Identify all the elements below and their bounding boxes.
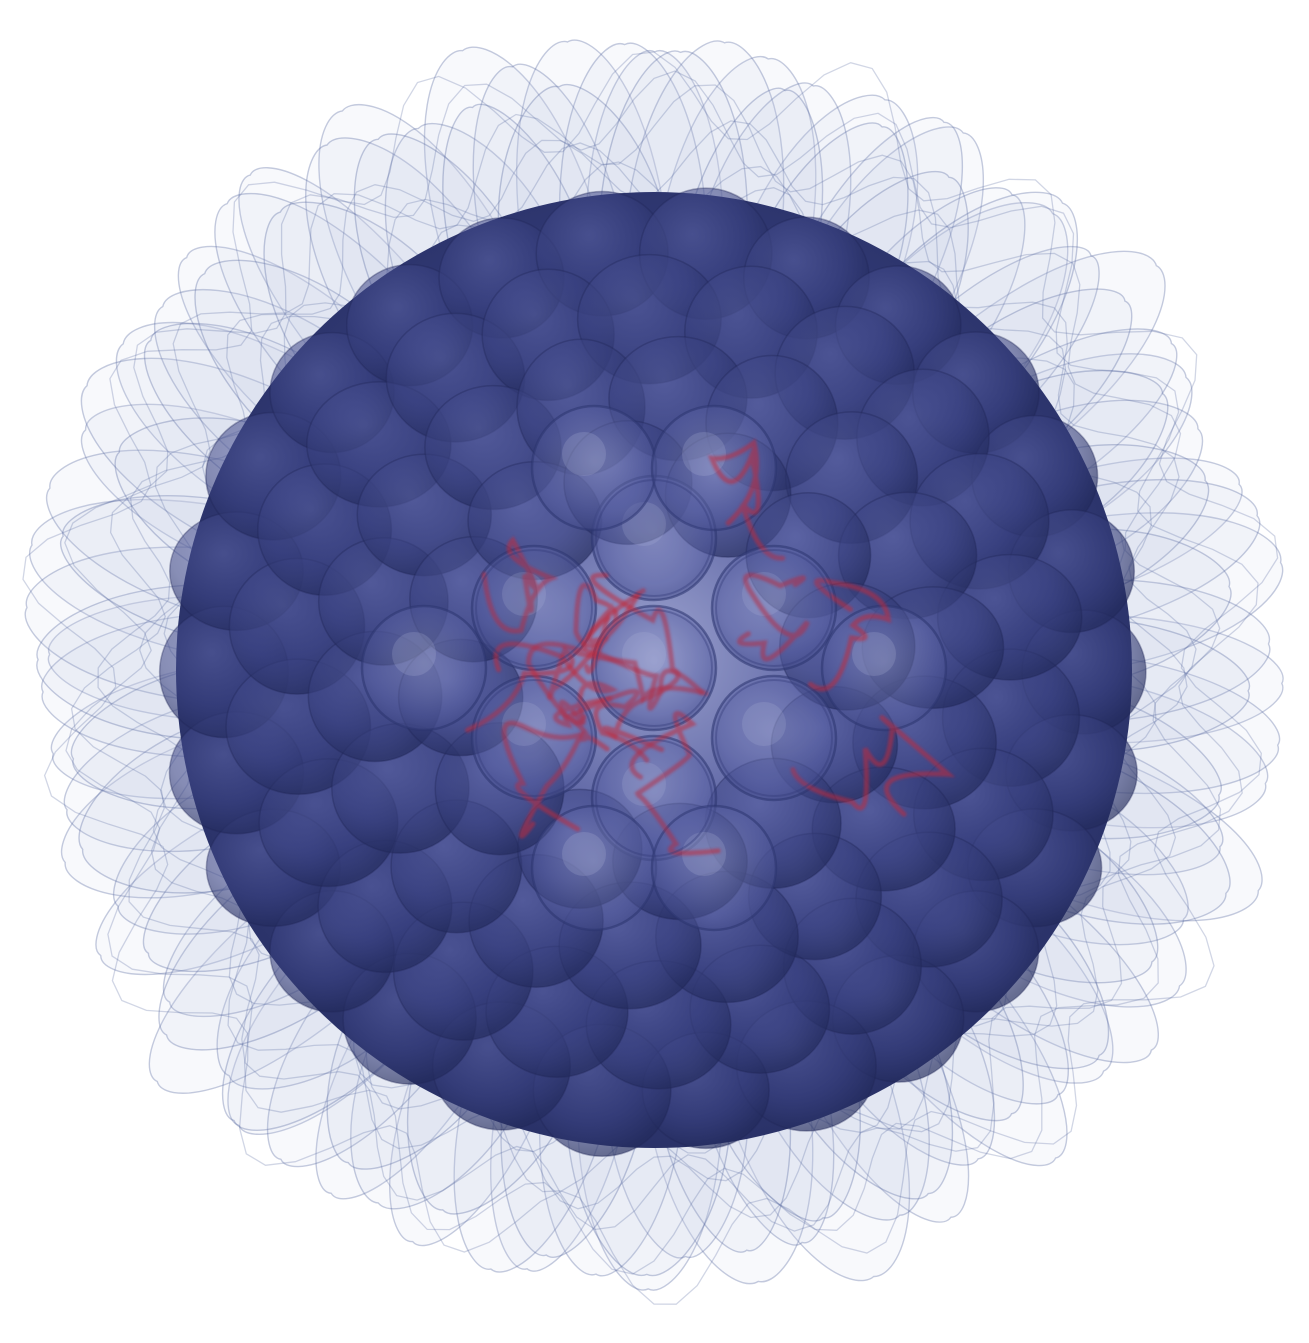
spike-halo-ring: [70, 84, 1222, 1232]
capsomer-highlight: [852, 632, 896, 676]
spike-lobe: [305, 137, 494, 345]
genome-segment: [493, 641, 619, 729]
capsomer-overlay: [715, 549, 833, 667]
capsomer-highlight: [742, 702, 786, 746]
spike-lobe: [598, 50, 748, 229]
inner-capsomer: [710, 674, 838, 802]
genome-segment: [501, 720, 585, 839]
inner-capsomer: [650, 804, 778, 932]
genome-segment: [465, 635, 609, 733]
genome-segment: [629, 711, 721, 856]
capsomer-overlay: [475, 549, 593, 667]
spike-lobe: [861, 187, 1026, 363]
genome-segment: [736, 572, 810, 662]
spike-lobe: [221, 943, 407, 1131]
capsomer-highlight: [392, 632, 436, 676]
spike-lobe: [353, 133, 517, 311]
spike-lobe: [266, 971, 447, 1168]
genome-segment: [707, 438, 786, 561]
spike-halo-ring: [22, 51, 1279, 1305]
spike-lobe: [143, 322, 322, 487]
genome-segment: [581, 588, 704, 711]
spike-lobe: [558, 42, 708, 239]
inner-capsomer: [360, 604, 488, 732]
genome-segment: [564, 688, 650, 763]
spike-halo-ring: [64, 70, 1259, 1275]
capsomer-overlay: [715, 679, 833, 797]
spike-lobe: [963, 288, 1133, 448]
capsomer-overlay: [595, 739, 713, 857]
genome-segment: [807, 577, 892, 692]
spike-halo-ring: [139, 142, 1188, 1193]
spike-lobe: [214, 192, 417, 401]
inner-capsomer-layer: [360, 404, 948, 932]
spike-lobe: [883, 191, 1079, 391]
spike-lobe: [926, 245, 1100, 417]
capsomer-overlay: [595, 609, 713, 727]
capsomer-highlight: [562, 432, 606, 476]
genome-strand: [465, 438, 956, 857]
spike-lobe: [263, 201, 439, 379]
genome-segment: [790, 715, 956, 817]
genome-segment: [481, 536, 559, 634]
spike-lobe: [158, 875, 345, 1051]
spike-halo-ring: [97, 120, 1197, 1219]
capsomer-overlay: [595, 479, 713, 597]
spike-lobe: [153, 288, 353, 475]
capsomer-overlay: [475, 679, 593, 797]
capsomer-highlight: [562, 832, 606, 876]
spike-lobe: [194, 259, 373, 435]
genome-segment: [590, 572, 681, 753]
